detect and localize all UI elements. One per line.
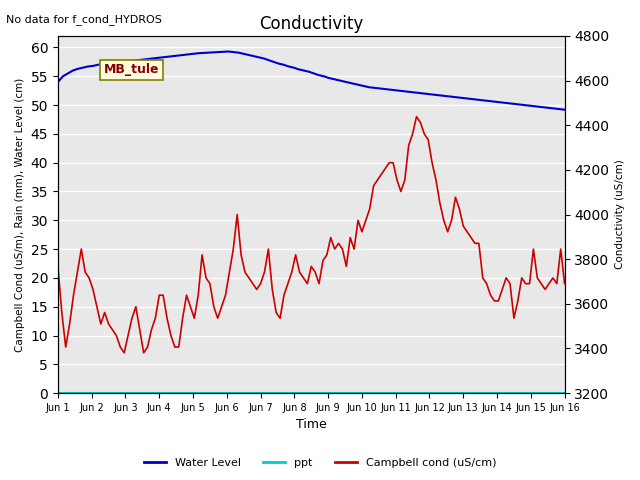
Y-axis label: Conductivity (uS/cm): Conductivity (uS/cm): [615, 160, 625, 269]
Legend: Water Level, ppt, Campbell cond (uS/cm): Water Level, ppt, Campbell cond (uS/cm): [140, 453, 500, 472]
Y-axis label: Campbell Cond (uS/m), Rain (mm), Water Level (cm): Campbell Cond (uS/m), Rain (mm), Water L…: [15, 77, 25, 352]
Text: No data for f_cond_HYDROS: No data for f_cond_HYDROS: [6, 14, 163, 25]
Title: Conductivity: Conductivity: [259, 15, 364, 33]
Text: MB_tule: MB_tule: [104, 63, 159, 76]
X-axis label: Time: Time: [296, 419, 326, 432]
